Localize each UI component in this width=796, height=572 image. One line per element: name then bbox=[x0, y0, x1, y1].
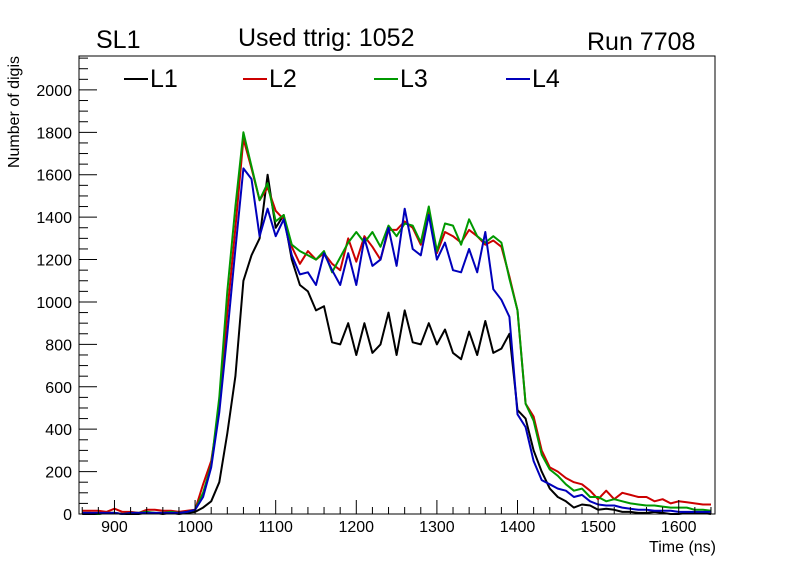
x-tick-label: 1200 bbox=[338, 519, 374, 536]
x-tick-label: 1300 bbox=[419, 519, 455, 536]
y-tick-label: 1800 bbox=[36, 125, 72, 142]
header-center-label: Used ttrig: 1052 bbox=[238, 24, 415, 52]
axis-ticks bbox=[79, 57, 712, 515]
series-line-l2 bbox=[82, 137, 711, 514]
header-right-label: Run 7708 bbox=[587, 28, 696, 56]
x-tick-label: 900 bbox=[101, 519, 128, 536]
y-tick-label: 1200 bbox=[36, 253, 72, 270]
y-tick-label: 600 bbox=[45, 380, 72, 397]
legend-label-l1: L1 bbox=[150, 65, 178, 93]
legend-label-l2: L2 bbox=[269, 65, 297, 93]
y-tick-label: 400 bbox=[45, 422, 72, 439]
x-tick-label: 1600 bbox=[661, 519, 697, 536]
plot-lines bbox=[82, 131, 712, 515]
x-tick-label: 1500 bbox=[580, 519, 616, 536]
legend: L1 L2 L3 L4 bbox=[124, 65, 560, 93]
y-tick-label: 200 bbox=[45, 465, 72, 482]
y-tick-label: 1600 bbox=[36, 168, 72, 185]
y-axis-title: Number of digis bbox=[6, 56, 23, 168]
series-line-l4 bbox=[82, 167, 711, 515]
series-line-l3 bbox=[82, 131, 712, 515]
y-tick-label: 1400 bbox=[36, 210, 72, 227]
plot-frame bbox=[78, 55, 716, 515]
series-line-l1 bbox=[82, 173, 712, 515]
legend-label-l3: L3 bbox=[400, 65, 428, 93]
legend-label-l4: L4 bbox=[532, 65, 560, 93]
x-tick-label: 1400 bbox=[500, 519, 536, 536]
tick-labels: 900 1000 1100 1200 1300 1400 1500 1600 0 200 400 60… bbox=[36, 83, 696, 536]
x-tick-label: 1100 bbox=[258, 519, 293, 536]
y-tick-label: 1000 bbox=[36, 295, 72, 312]
y-tick-label: 800 bbox=[45, 337, 72, 354]
y-tick-label: 2000 bbox=[36, 83, 72, 100]
x-axis-title: Time (ns) bbox=[649, 539, 716, 556]
header-left-label: SL1 bbox=[96, 26, 141, 54]
x-tick-label: 1000 bbox=[177, 519, 213, 536]
y-tick-label: 0 bbox=[63, 507, 72, 524]
